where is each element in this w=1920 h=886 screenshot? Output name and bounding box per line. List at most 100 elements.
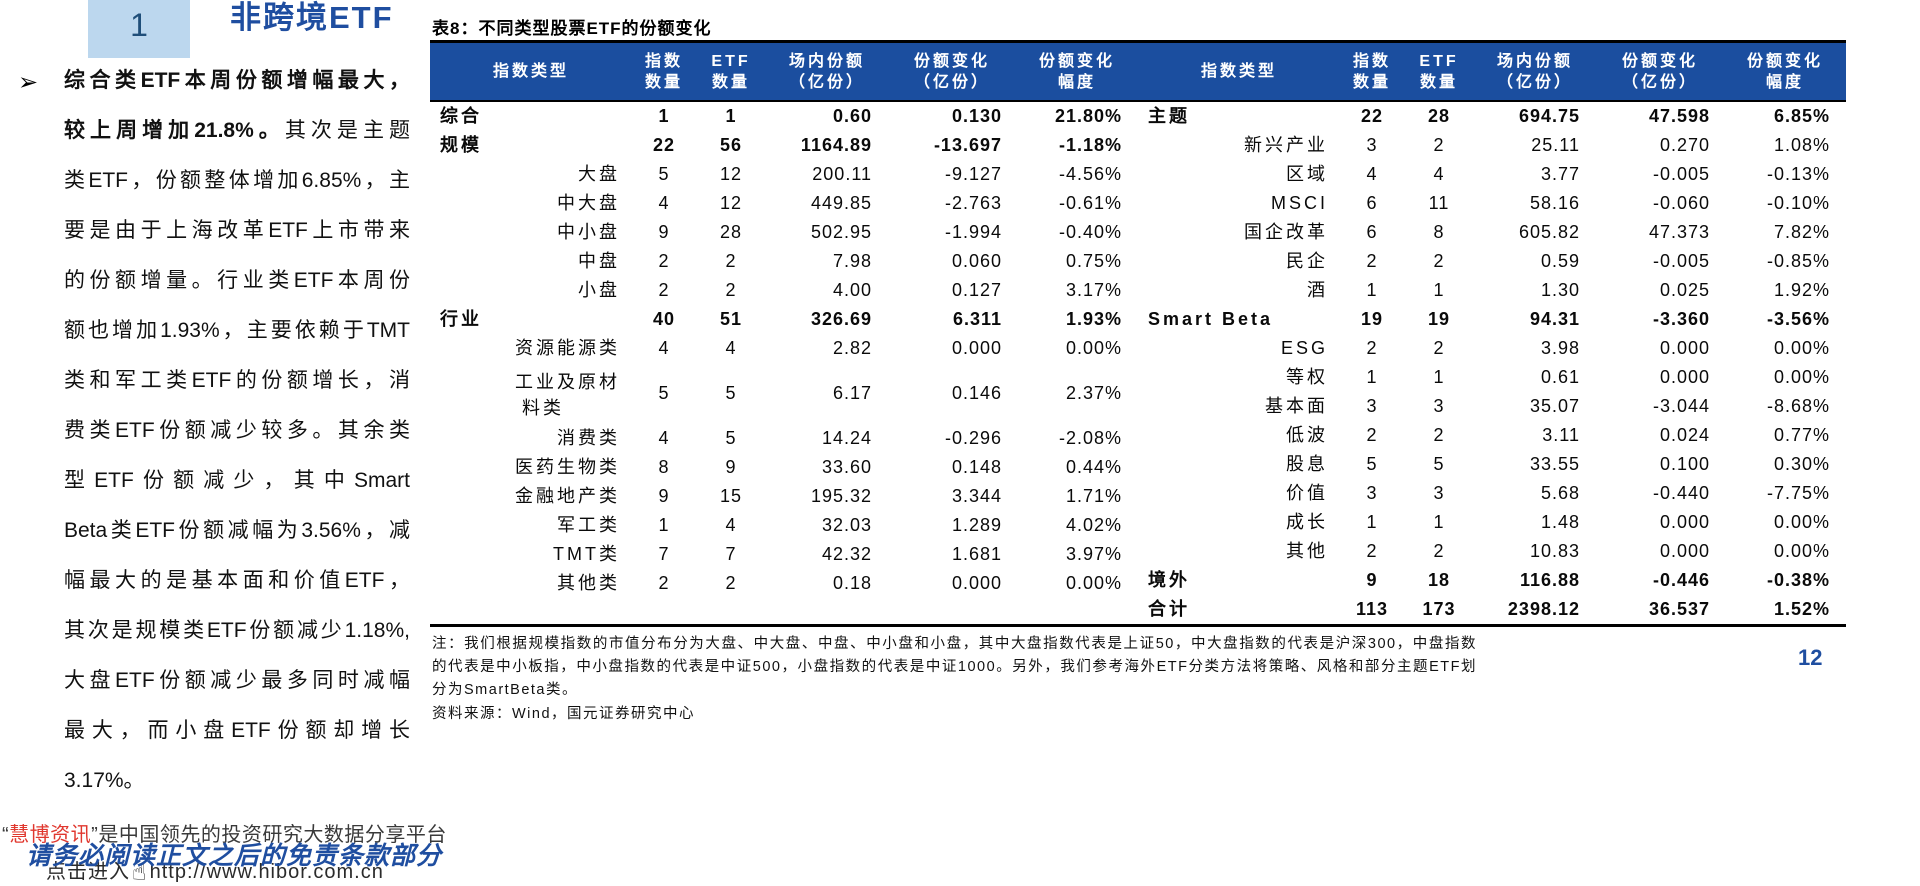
etf-count-cell: 12 xyxy=(719,193,743,213)
index-count-cell: 4 xyxy=(658,428,670,448)
index-type-cell: 合计 xyxy=(1148,599,1190,619)
summary-paragraph: 综合类ETF本周份额增幅最大， 较上周增加21.8%。其次是主题 类ETF，份额整体… xyxy=(64,56,410,806)
index-type-cell: 境外 xyxy=(1148,570,1190,590)
share-change-cell: 0.127 xyxy=(951,280,1002,300)
hibor-url-link[interactable]: http://www.hibor.com.cn xyxy=(149,861,384,883)
index-type-cell: 规模 xyxy=(440,135,482,155)
index-count-cell: 4 xyxy=(658,338,670,358)
table-row: 大盘 5 12 200.11 -9.127 -4.56% xyxy=(430,160,1138,189)
table-row: 中盘 2 2 7.98 0.060 0.75% xyxy=(430,247,1138,276)
table-row: Smart Beta 19 19 94.31 -3.360 -3.56% xyxy=(1138,305,1846,334)
etf-count-cell: 3 xyxy=(1433,396,1445,416)
share-change-cell: 0.000 xyxy=(1659,367,1710,387)
etf-count-cell: 11 xyxy=(1428,193,1450,213)
index-count-cell: 2 xyxy=(1366,425,1378,445)
index-type-cell: 成长 xyxy=(1286,512,1328,532)
share-change-cell: 0.060 xyxy=(951,251,1002,271)
share-change-cell: 0.146 xyxy=(951,383,1002,403)
index-type-cell: 军工类 xyxy=(557,515,620,535)
shares-cell: 0.59 xyxy=(1540,251,1580,271)
pct-change-cell: -2.08% xyxy=(1058,428,1122,448)
index-type-cell: 其他类 xyxy=(557,573,620,593)
index-count-cell: 22 xyxy=(652,135,676,155)
column-header: 份额变化 （亿份） xyxy=(1596,43,1724,102)
table-row: 基本面 3 3 35.07 -3.044 -8.68% xyxy=(1138,392,1846,421)
shares-cell: 94.31 xyxy=(1529,309,1580,329)
index-type-cell: 中大盘 xyxy=(557,193,620,213)
column-header: ETF 数量 xyxy=(1404,43,1474,102)
paragraph-line: 最大，而小盘ETF份额却增长 xyxy=(64,719,410,742)
shares-cell: 200.11 xyxy=(812,164,872,184)
table-row: 价值 3 3 5.68 -0.440 -7.75% xyxy=(1138,479,1846,508)
pct-change-cell: -3.56% xyxy=(1766,309,1830,329)
index-type-cell: 新兴产业 xyxy=(1244,135,1328,155)
index-type-cell: 消费类 xyxy=(557,428,620,448)
etf-count-cell: 173 xyxy=(1422,599,1456,619)
column-header: 份额变化 幅度 xyxy=(1724,43,1846,102)
etf-count-cell: 28 xyxy=(719,222,743,242)
index-count-cell: 2 xyxy=(1366,251,1378,271)
pct-change-cell: -0.38% xyxy=(1766,570,1830,590)
pct-change-cell: 1.52% xyxy=(1773,599,1830,619)
index-count-cell: 5 xyxy=(658,164,670,184)
etf-count-cell: 1 xyxy=(725,106,737,126)
share-change-cell: -1.994 xyxy=(944,222,1002,242)
share-change-cell: -0.060 xyxy=(1652,193,1710,213)
shares-cell: 502.95 xyxy=(810,222,872,242)
table-row: 股息 5 5 33.55 0.100 0.30% xyxy=(1138,450,1846,479)
shares-cell: 2398.12 xyxy=(1507,599,1580,619)
table-row: 境外 9 18 116.88 -0.446 -0.38% xyxy=(1138,566,1846,595)
share-change-cell: -0.446 xyxy=(1652,570,1710,590)
table-note: 注：我们根据规模指数的市值分布分为大盘、中大盘、中盘、中小盘和小盘，其中大盘指数… xyxy=(432,636,1477,698)
pct-change-cell: 3.17% xyxy=(1065,280,1122,300)
section-number: 1 xyxy=(130,7,148,43)
pct-change-cell: 7.82% xyxy=(1773,222,1830,242)
index-count-cell: 5 xyxy=(658,383,670,403)
table-row: MSCI 6 11 58.16 -0.060 -0.10% xyxy=(1138,189,1846,218)
table-row: 国企改革 6 8 605.82 47.373 7.82% xyxy=(1138,218,1846,247)
index-count-cell: 3 xyxy=(1366,483,1378,503)
etf-count-cell: 12 xyxy=(719,164,743,184)
pct-change-cell: -0.13% xyxy=(1766,164,1830,184)
index-type-cell: Smart Beta xyxy=(1148,309,1274,329)
index-count-cell: 1 xyxy=(658,106,670,126)
hibor-brand: 慧博资讯 xyxy=(9,824,92,846)
index-count-cell: 1 xyxy=(658,515,670,535)
hand-cursor-icon: ☝ xyxy=(132,859,148,886)
etf-count-cell: 1 xyxy=(1433,367,1445,387)
shares-cell: 1.48 xyxy=(1540,512,1580,532)
etf-count-cell: 5 xyxy=(1433,454,1445,474)
shares-cell: 32.03 xyxy=(821,515,872,535)
table-row: 低波 2 2 3.11 0.024 0.77% xyxy=(1138,421,1846,450)
link-prefix: 点击进入 xyxy=(46,861,130,883)
column-header: 份额变化 （亿份） xyxy=(888,43,1016,102)
index-count-cell: 7 xyxy=(658,544,670,564)
index-count-cell: 6 xyxy=(1366,222,1378,242)
shares-cell: 58.16 xyxy=(1529,193,1580,213)
index-type-cell: 工业及原材 料类 xyxy=(515,372,620,418)
index-type-cell: 低波 xyxy=(1286,425,1328,445)
column-header: 场内份额 （亿份） xyxy=(1474,43,1596,102)
table-row: 等权 1 1 0.61 0.000 0.00% xyxy=(1138,363,1846,392)
etf-count-cell: 4 xyxy=(725,515,737,535)
pct-change-cell: 0.00% xyxy=(1065,573,1122,593)
index-type-cell: 综合 xyxy=(440,106,482,126)
index-type-cell: 中小盘 xyxy=(557,222,620,242)
shares-cell: 6.17 xyxy=(832,383,872,403)
shares-cell: 2.82 xyxy=(832,338,872,358)
etf-count-cell: 51 xyxy=(719,309,743,329)
etf-count-cell: 2 xyxy=(725,280,737,300)
index-count-cell: 2 xyxy=(1366,541,1378,561)
share-change-cell: 0.100 xyxy=(1659,454,1710,474)
share-change-cell: 47.373 xyxy=(1648,222,1710,242)
shares-cell: 3.11 xyxy=(1542,425,1580,445)
index-count-cell: 5 xyxy=(1366,454,1378,474)
index-type-cell: ESG xyxy=(1280,338,1328,358)
paragraph-line: Beta类ETF份额减幅为3.56%，减 xyxy=(64,519,410,542)
etf-count-cell: 5 xyxy=(725,383,737,403)
shares-cell: 33.60 xyxy=(821,457,872,477)
pct-change-cell: -8.68% xyxy=(1766,396,1830,416)
bullet-arrow-icon: ➢ xyxy=(18,69,39,96)
index-type-cell: 资源能源类 xyxy=(515,338,620,358)
index-type-cell: 行业 xyxy=(440,309,482,329)
